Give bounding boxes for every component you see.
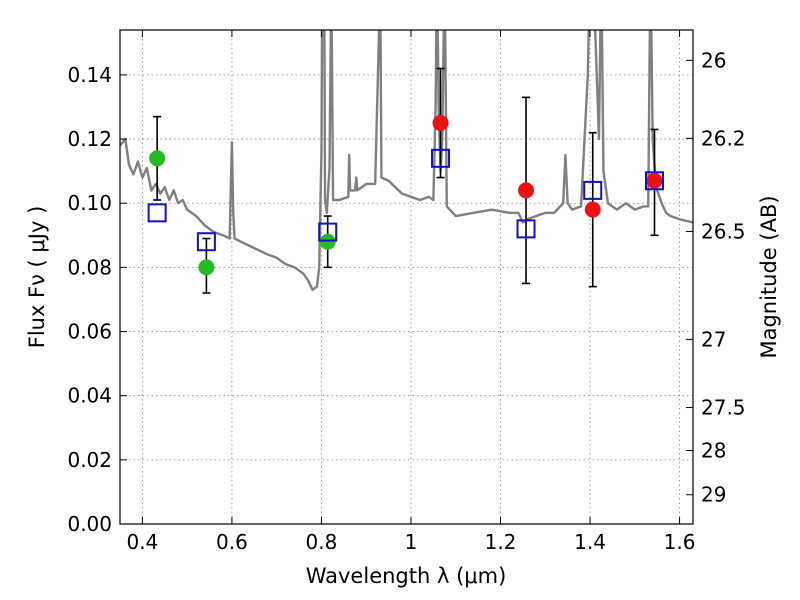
data-point bbox=[646, 172, 663, 189]
data-point bbox=[198, 259, 215, 276]
x-tick-label: 0.4 bbox=[126, 530, 158, 554]
y-tick-label: 0.08 bbox=[67, 255, 112, 279]
y-tick-label: 0.00 bbox=[67, 512, 112, 536]
y-tick-label: 0.02 bbox=[67, 448, 112, 472]
y-tick-label: 0.10 bbox=[67, 191, 112, 215]
data-point-square bbox=[318, 222, 338, 242]
data-point-square bbox=[516, 219, 536, 239]
right-tick-label: 27 bbox=[701, 327, 726, 351]
data-layer bbox=[120, 30, 693, 292]
tick-labels: 0.4 0.6 0.8 1 1.2 1.4 1.6 0.00 0.02 0.04 0.06 0.08 0… bbox=[67, 48, 745, 554]
data-point bbox=[432, 115, 449, 132]
y-axis-title: Flux Fν ( μJy ) bbox=[25, 206, 49, 349]
data-point-square bbox=[431, 148, 451, 168]
model-spectrum-line bbox=[120, 30, 693, 292]
x-tick-label: 1.2 bbox=[485, 530, 517, 554]
right-tick-label: 26.2 bbox=[701, 126, 746, 150]
x-tick-label: 0.8 bbox=[306, 530, 338, 554]
x-tick-label: 0.6 bbox=[216, 530, 248, 554]
x-axis-title: Wavelength λ (μm) bbox=[306, 564, 507, 588]
right-tick-label: 26 bbox=[701, 48, 726, 72]
x-tick-label: 1.6 bbox=[664, 530, 696, 554]
right-tick-label: 29 bbox=[701, 483, 726, 507]
data-point-square bbox=[147, 203, 167, 223]
data-point bbox=[319, 233, 336, 250]
y-axis-right-title: Magnitude (AB) bbox=[757, 195, 781, 358]
right-tick-label: 26.5 bbox=[701, 219, 746, 243]
x-tick-label: 1 bbox=[405, 530, 418, 554]
data-point bbox=[518, 182, 535, 199]
plot-frame bbox=[119, 29, 694, 525]
axis-ticks bbox=[120, 30, 693, 525]
data-point-square bbox=[583, 180, 603, 200]
y-tick-label: 0.12 bbox=[67, 127, 112, 151]
marker-layer bbox=[147, 67, 665, 294]
data-point-square bbox=[645, 171, 665, 191]
data-point bbox=[149, 150, 166, 167]
y-tick-label: 0.06 bbox=[67, 320, 112, 344]
y-tick-label: 0.04 bbox=[67, 384, 112, 408]
y-tick-label: 0.14 bbox=[67, 63, 112, 87]
right-tick-label: 28 bbox=[701, 439, 726, 463]
right-tick-label: 27.5 bbox=[701, 396, 746, 420]
data-point-square bbox=[196, 232, 216, 252]
x-tick-label: 1.4 bbox=[574, 530, 606, 554]
data-point bbox=[584, 201, 601, 218]
